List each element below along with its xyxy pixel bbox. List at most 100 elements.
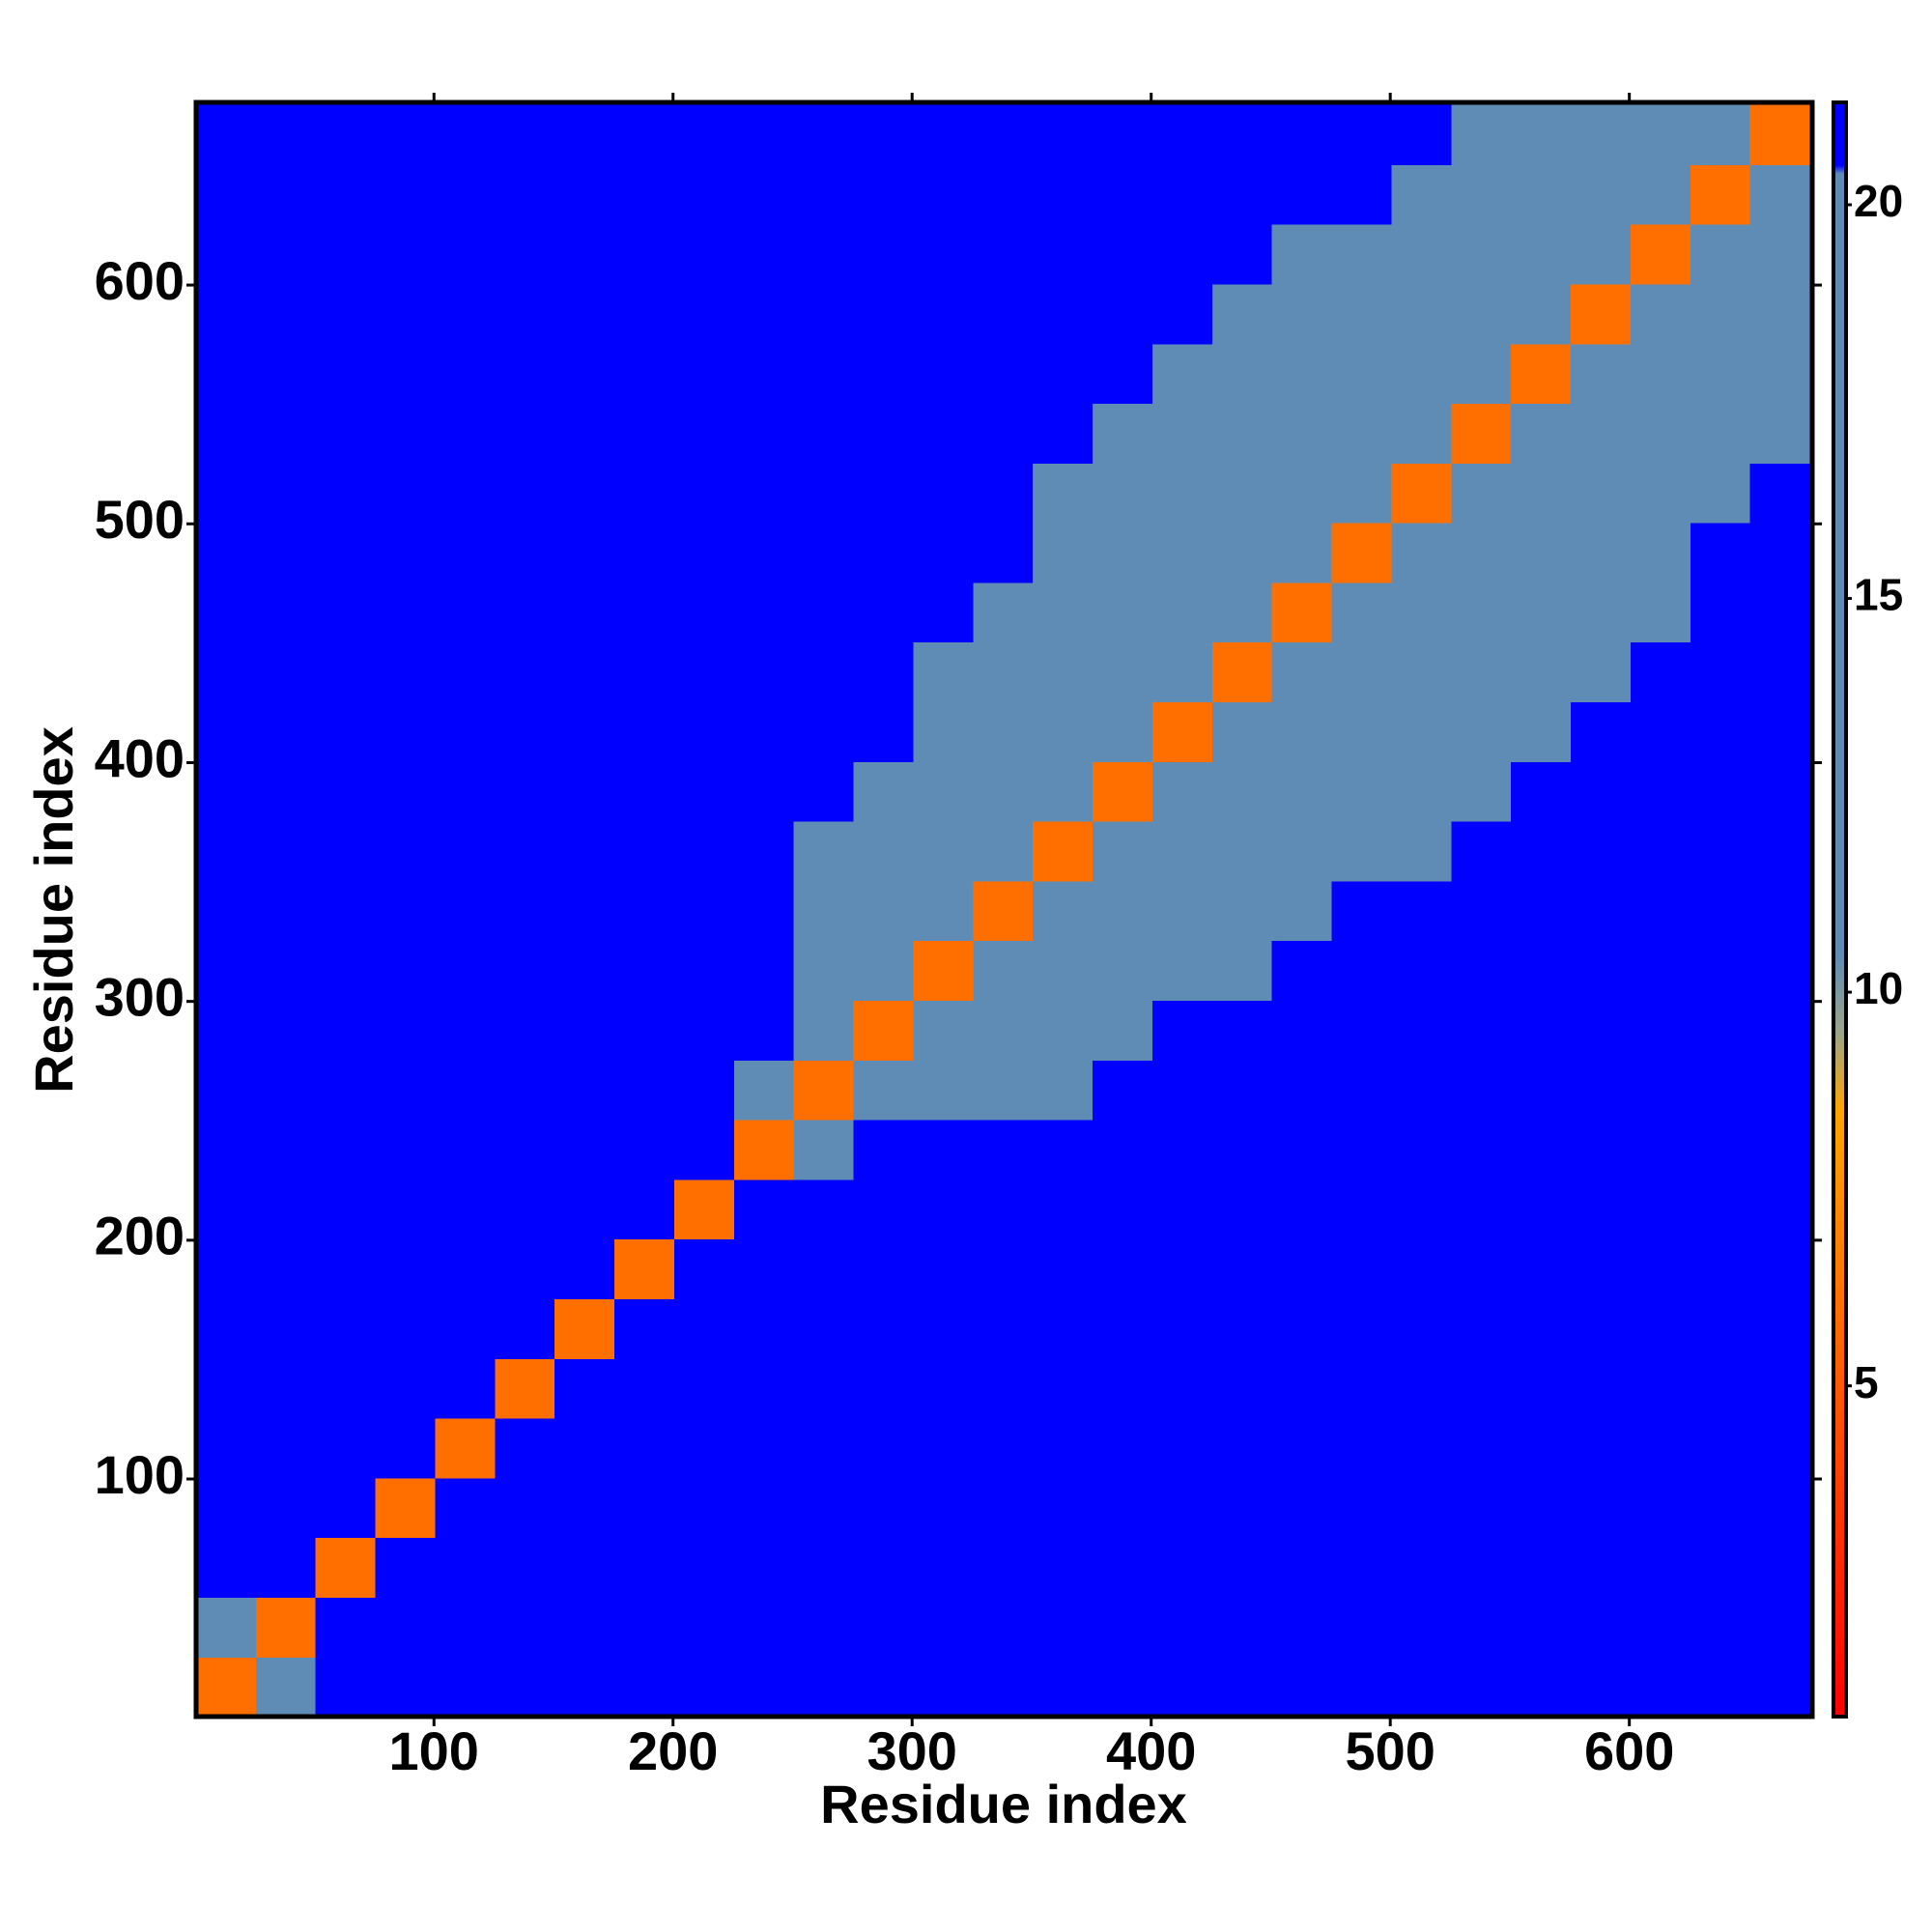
heatmap-cell	[1271, 940, 1333, 1002]
heatmap-cell	[196, 1358, 257, 1419]
heatmap-cell	[1331, 343, 1393, 405]
x-tick-label: 100	[389, 1720, 479, 1781]
heatmap-cell	[435, 523, 496, 583]
heatmap-cell	[733, 343, 795, 405]
heatmap-cell	[1630, 940, 1691, 1002]
heatmap-cell	[973, 1060, 1034, 1121]
heatmap-cell	[1630, 1120, 1691, 1180]
heatmap-cell	[1151, 102, 1213, 165]
heatmap-cell	[1211, 641, 1273, 703]
heatmap-cell	[495, 1418, 555, 1479]
heatmap-cell	[1331, 940, 1393, 1002]
heatmap-cell	[1151, 641, 1213, 703]
heatmap-cell	[1571, 940, 1632, 1002]
heatmap-cell	[1391, 224, 1452, 285]
heatmap-cell	[1690, 940, 1751, 1002]
heatmap-cell	[1211, 403, 1273, 464]
heatmap-cell	[196, 463, 257, 524]
heatmap-cell	[1391, 940, 1452, 1002]
heatmap-cell	[1391, 164, 1452, 225]
heatmap-cell	[733, 1477, 795, 1539]
heatmap-cell	[196, 224, 257, 285]
heatmap-cell	[1093, 1298, 1153, 1359]
heatmap-cell	[1511, 1477, 1572, 1539]
heatmap-cell	[1151, 582, 1213, 643]
heatmap-cell	[1093, 1060, 1153, 1121]
heatmap-cell	[1093, 403, 1153, 464]
heatmap-cell	[1331, 1000, 1393, 1061]
heatmap-cell	[1271, 1238, 1333, 1300]
heatmap-cell	[1391, 1120, 1452, 1180]
heatmap-cell	[1211, 1000, 1273, 1061]
heatmap-cell	[1211, 463, 1273, 524]
heatmap-cell	[1630, 403, 1691, 464]
heatmap-cell	[196, 821, 257, 882]
heatmap-cell	[1331, 283, 1393, 345]
heatmap-cell	[1033, 1537, 1094, 1599]
heatmap-cell	[1033, 761, 1094, 822]
heatmap-cell	[673, 1537, 735, 1599]
heatmap-cell	[1511, 641, 1572, 703]
heatmap-cell	[673, 102, 735, 165]
heatmap-cell	[1630, 701, 1691, 762]
heatmap-cell	[1391, 1060, 1452, 1121]
heatmap-cell	[554, 343, 615, 405]
heatmap-cell	[853, 1657, 915, 1718]
heatmap-cell	[1690, 1000, 1751, 1061]
heatmap-cell	[196, 283, 257, 345]
y-tick-label: 600	[95, 250, 185, 311]
heatmap-cell	[196, 1298, 257, 1359]
heatmap-cell	[913, 701, 974, 762]
heatmap-cell	[375, 1298, 437, 1359]
heatmap-cell	[1690, 1358, 1751, 1419]
heatmap-cell	[435, 880, 496, 942]
heatmap-cell	[1391, 1537, 1452, 1599]
heatmap-cell	[793, 821, 855, 882]
heatmap-cell	[1271, 343, 1333, 405]
heatmap-cell	[913, 1238, 974, 1300]
heatmap-cell	[196, 761, 257, 822]
heatmap-cell	[1511, 1358, 1572, 1419]
heatmap-cell	[1749, 1537, 1813, 1599]
heatmap-cell	[853, 1000, 915, 1061]
heatmap-cell	[554, 1537, 615, 1599]
heatmap-cell	[1511, 940, 1572, 1002]
heatmap-cell	[1391, 821, 1452, 882]
heatmap-cell	[733, 1657, 795, 1718]
heatmap-cell	[1630, 1537, 1691, 1599]
heatmap-cell	[913, 224, 974, 285]
heatmap-cell	[853, 164, 915, 225]
heatmap-cell	[435, 102, 496, 165]
heatmap-cell	[1511, 1120, 1572, 1180]
heatmap-cell	[255, 1597, 317, 1658]
heatmap-cell	[673, 1477, 735, 1539]
heatmap-cell	[1690, 164, 1751, 225]
heatmap-cell	[1151, 1120, 1213, 1180]
heatmap-cell	[1749, 1000, 1813, 1061]
heatmap-cell	[1271, 1179, 1333, 1240]
heatmap-cell	[1211, 1298, 1273, 1359]
heatmap-cell	[1749, 224, 1813, 285]
heatmap-cell	[1093, 1597, 1153, 1658]
heatmap-cell	[1571, 283, 1632, 345]
heatmap-cell	[614, 1477, 675, 1539]
heatmap-cell	[375, 403, 437, 464]
heatmap-cell	[495, 102, 555, 165]
heatmap	[196, 102, 1813, 1718]
heatmap-cell	[1271, 1477, 1333, 1539]
heatmap-cell	[1511, 523, 1572, 583]
heatmap-cell	[793, 701, 855, 762]
heatmap-cell	[375, 1000, 437, 1061]
heatmap-cell	[495, 1238, 555, 1300]
heatmap-cell	[733, 1418, 795, 1479]
heatmap-cell	[375, 582, 437, 643]
heatmap-cell	[1331, 403, 1393, 464]
heatmap-cell	[1451, 283, 1512, 345]
heatmap-cell	[375, 1179, 437, 1240]
heatmap-cell	[315, 1060, 377, 1121]
heatmap-cell	[1033, 224, 1094, 285]
heatmap-cell	[673, 1298, 735, 1359]
heatmap-cell	[196, 343, 257, 405]
heatmap-cell	[614, 164, 675, 225]
heatmap-cell	[1511, 1238, 1572, 1300]
